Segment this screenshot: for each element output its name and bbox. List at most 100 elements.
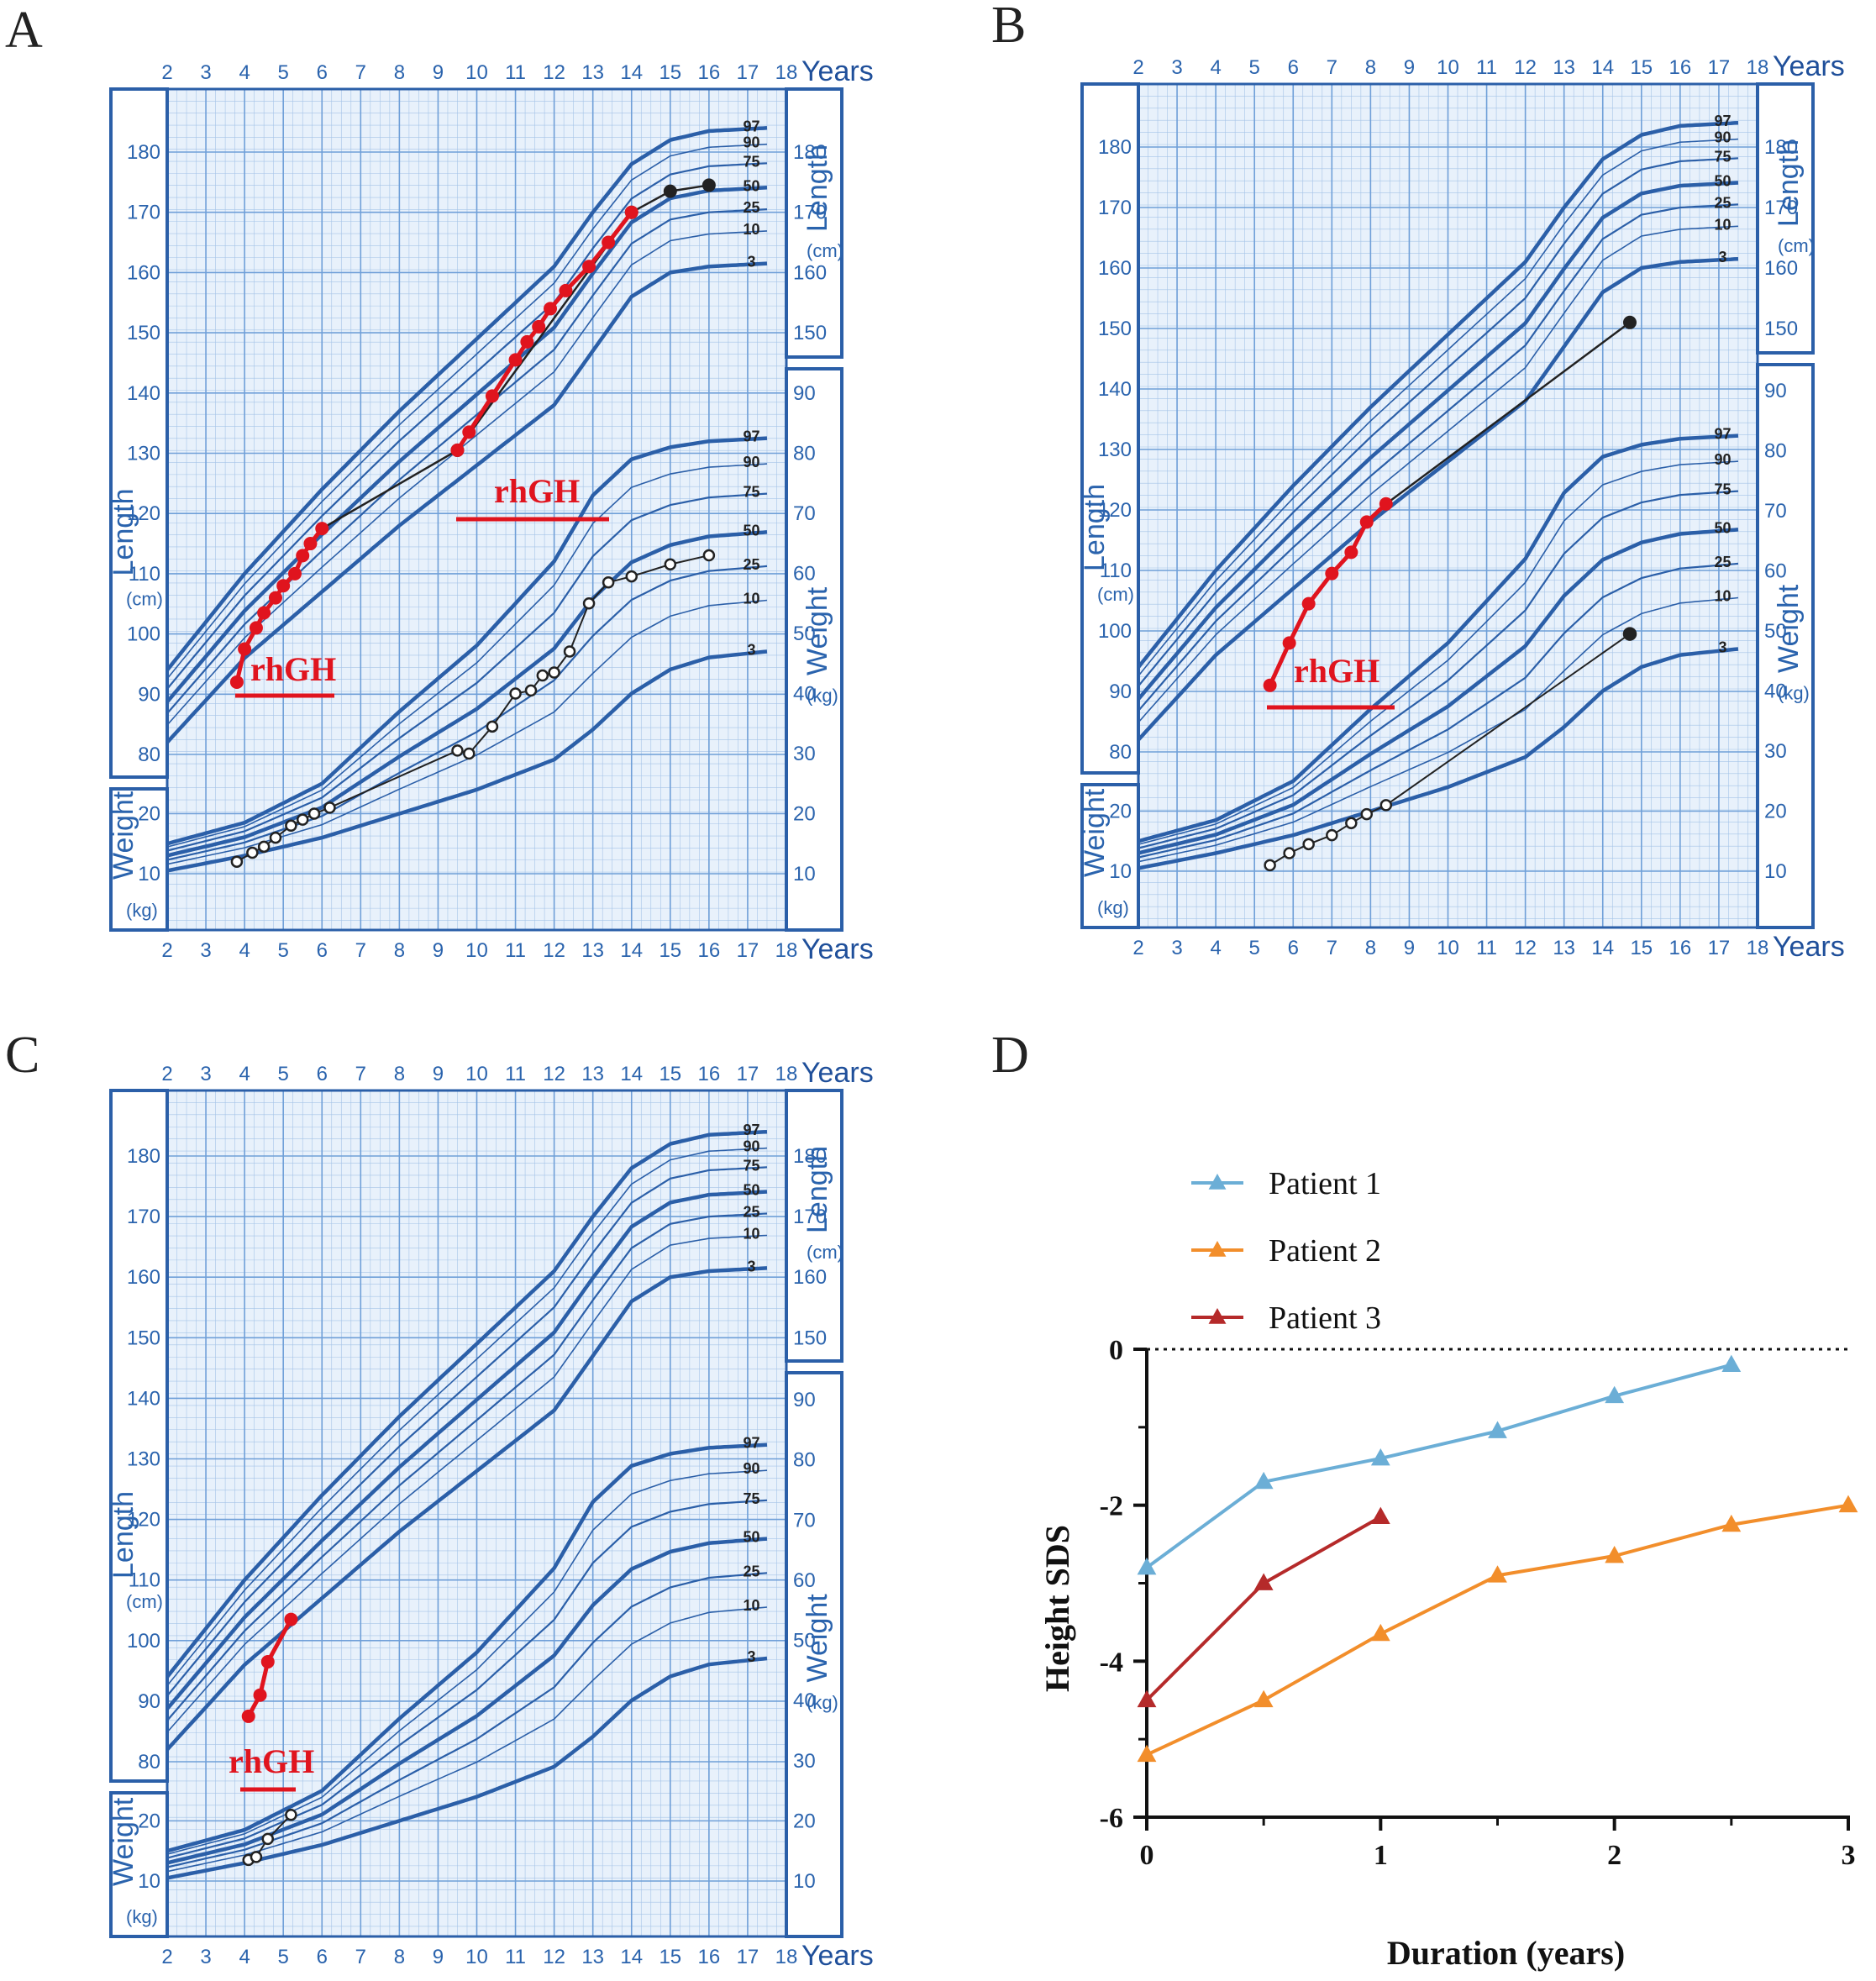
panel-letter: D xyxy=(991,1027,1029,1084)
height-percentile-curve xyxy=(166,1147,768,1686)
weight-percentile-label: 50 xyxy=(1715,519,1731,536)
weight-tick-left: 20 xyxy=(138,1810,160,1832)
height-treated-point xyxy=(485,389,499,403)
weight-tick-right: 40 xyxy=(793,683,816,706)
weight-tick-right: 10 xyxy=(793,863,816,885)
weight-point xyxy=(257,840,271,854)
weight-percentile-curve xyxy=(1138,434,1739,843)
weight-tick-left: 20 xyxy=(1109,801,1132,823)
height-percentile-label: 10 xyxy=(744,221,760,238)
x-tick-label-top: 12 xyxy=(543,61,565,84)
height-percentile-curve xyxy=(1138,138,1739,677)
x-tick-label-bottom: 14 xyxy=(1591,937,1614,959)
weight-percentile-curve xyxy=(166,463,768,848)
length-axis-title-right: Length xyxy=(801,1146,833,1233)
x-tick-label-bottom: 7 xyxy=(355,1946,366,1968)
weight-percentile-curve xyxy=(1138,460,1739,845)
height-treated-point xyxy=(624,205,638,219)
weight-point xyxy=(463,747,476,760)
x-tick-label-bottom: 13 xyxy=(581,1946,604,1968)
weight-tick-right: 20 xyxy=(793,1810,816,1832)
weight-percentile-label: 90 xyxy=(744,454,760,470)
weight-axis-title-right: Weight xyxy=(1773,584,1805,673)
length-tick-right: 170 xyxy=(793,1206,827,1228)
weight-percentile-curve xyxy=(1138,528,1739,855)
length-tick-left: 110 xyxy=(1100,560,1132,582)
x-tick-label-top: 5 xyxy=(278,61,289,84)
length-tick-left: 110 xyxy=(129,1569,160,1592)
height-percentile-curve xyxy=(166,1266,768,1752)
weight-percentile-curve xyxy=(1138,647,1739,870)
weight-percentile-label: 25 xyxy=(744,1563,760,1579)
height-treated-point xyxy=(303,537,318,551)
weight-tick-right: 30 xyxy=(793,1750,816,1773)
weight-point xyxy=(582,597,596,610)
height-percentile-label: 3 xyxy=(748,1258,756,1274)
x-tick-label-top: 18 xyxy=(775,61,798,84)
height-percentile-label: 97 xyxy=(744,118,760,134)
series-marker-2 xyxy=(1253,1689,1274,1708)
height-percentile-curve xyxy=(166,1166,768,1697)
x-tick-label-bottom: 8 xyxy=(1365,937,1376,959)
series-marker-3 xyxy=(1137,1689,1157,1708)
weight-tick-right: 70 xyxy=(1764,500,1787,523)
x-tick-label-top: 5 xyxy=(278,1063,289,1085)
height-treated-point xyxy=(532,319,546,334)
length-tick-left: 80 xyxy=(138,744,160,766)
x-axis-title-bottom: Years xyxy=(801,1940,874,1972)
weight-percentile-label: 50 xyxy=(744,1529,760,1546)
weight-tick-right: 80 xyxy=(793,1449,816,1472)
weight-point xyxy=(285,819,297,833)
height-percentile-curve xyxy=(1137,120,1739,669)
x-tick-label-bottom: 17 xyxy=(737,1946,759,1968)
length-tick-left: 180 xyxy=(127,141,160,164)
length-tick-left: 150 xyxy=(127,1327,160,1349)
weight-point xyxy=(230,855,244,868)
length-tick-left: 100 xyxy=(127,1630,160,1653)
y-axis-title: Height SDS xyxy=(1038,1525,1076,1692)
height-percentile-curve xyxy=(1137,256,1739,742)
x-tick-label-top: 2 xyxy=(1132,56,1143,79)
weight-axis-title-left: Weight xyxy=(108,1797,139,1886)
height-percentile-label: 90 xyxy=(1715,129,1731,146)
length-tick-left: 140 xyxy=(127,382,160,405)
series-marker-2 xyxy=(1838,1495,1858,1513)
weight-tick-right: 50 xyxy=(793,623,816,645)
weight-tick-right: 80 xyxy=(793,443,816,465)
x-tick-label-top: 17 xyxy=(737,61,759,84)
height-treated-point xyxy=(260,1655,275,1669)
height-treated-point xyxy=(508,353,523,367)
length-tick-left: 180 xyxy=(127,1145,160,1168)
weight-percentile-label: 97 xyxy=(744,428,760,445)
height-percentile-curve xyxy=(166,143,768,680)
x-tick-label-top: 17 xyxy=(1708,56,1731,79)
weight-axis-unit-left: (kg) xyxy=(126,900,158,921)
weight-axis-title-right: Weight xyxy=(801,1594,833,1683)
legend-label-2: Patient 2 xyxy=(1269,1233,1381,1269)
length-tick-left: 170 xyxy=(127,202,160,224)
weight-point xyxy=(625,570,638,583)
length-tick-left: 90 xyxy=(1109,680,1132,703)
length-axis-title-right: Length xyxy=(801,145,833,232)
rhgh-label: rhGH xyxy=(494,472,580,510)
weight-point xyxy=(563,645,576,658)
x-tick-label-bottom: 2 xyxy=(1132,937,1143,959)
height-percentile-curve xyxy=(166,208,768,714)
height-percentile-curve xyxy=(166,1190,768,1710)
weight-percentile-label: 75 xyxy=(744,484,760,501)
x-tick-label-top: 5 xyxy=(1249,56,1260,79)
weight-point xyxy=(1622,627,1637,641)
x-tick-label-bottom: 11 xyxy=(1476,937,1497,959)
x-tick-label-bottom: 4 xyxy=(239,1946,250,1968)
y-tick-label: -4 xyxy=(1100,1647,1123,1678)
series-marker-2 xyxy=(1605,1546,1625,1563)
x-tick-label-top: 14 xyxy=(1591,56,1614,79)
length-axis-unit-left: (cm) xyxy=(126,1591,163,1612)
weight-percentile-label: 25 xyxy=(744,556,760,573)
x-tick-label-top: 8 xyxy=(394,61,405,84)
weight-tick-right: 70 xyxy=(793,502,816,525)
length-tick-right: 180 xyxy=(793,141,827,164)
weight-point xyxy=(261,1832,275,1846)
weight-tick-right: 20 xyxy=(793,803,816,826)
weight-percentile-label: 10 xyxy=(1715,588,1731,605)
